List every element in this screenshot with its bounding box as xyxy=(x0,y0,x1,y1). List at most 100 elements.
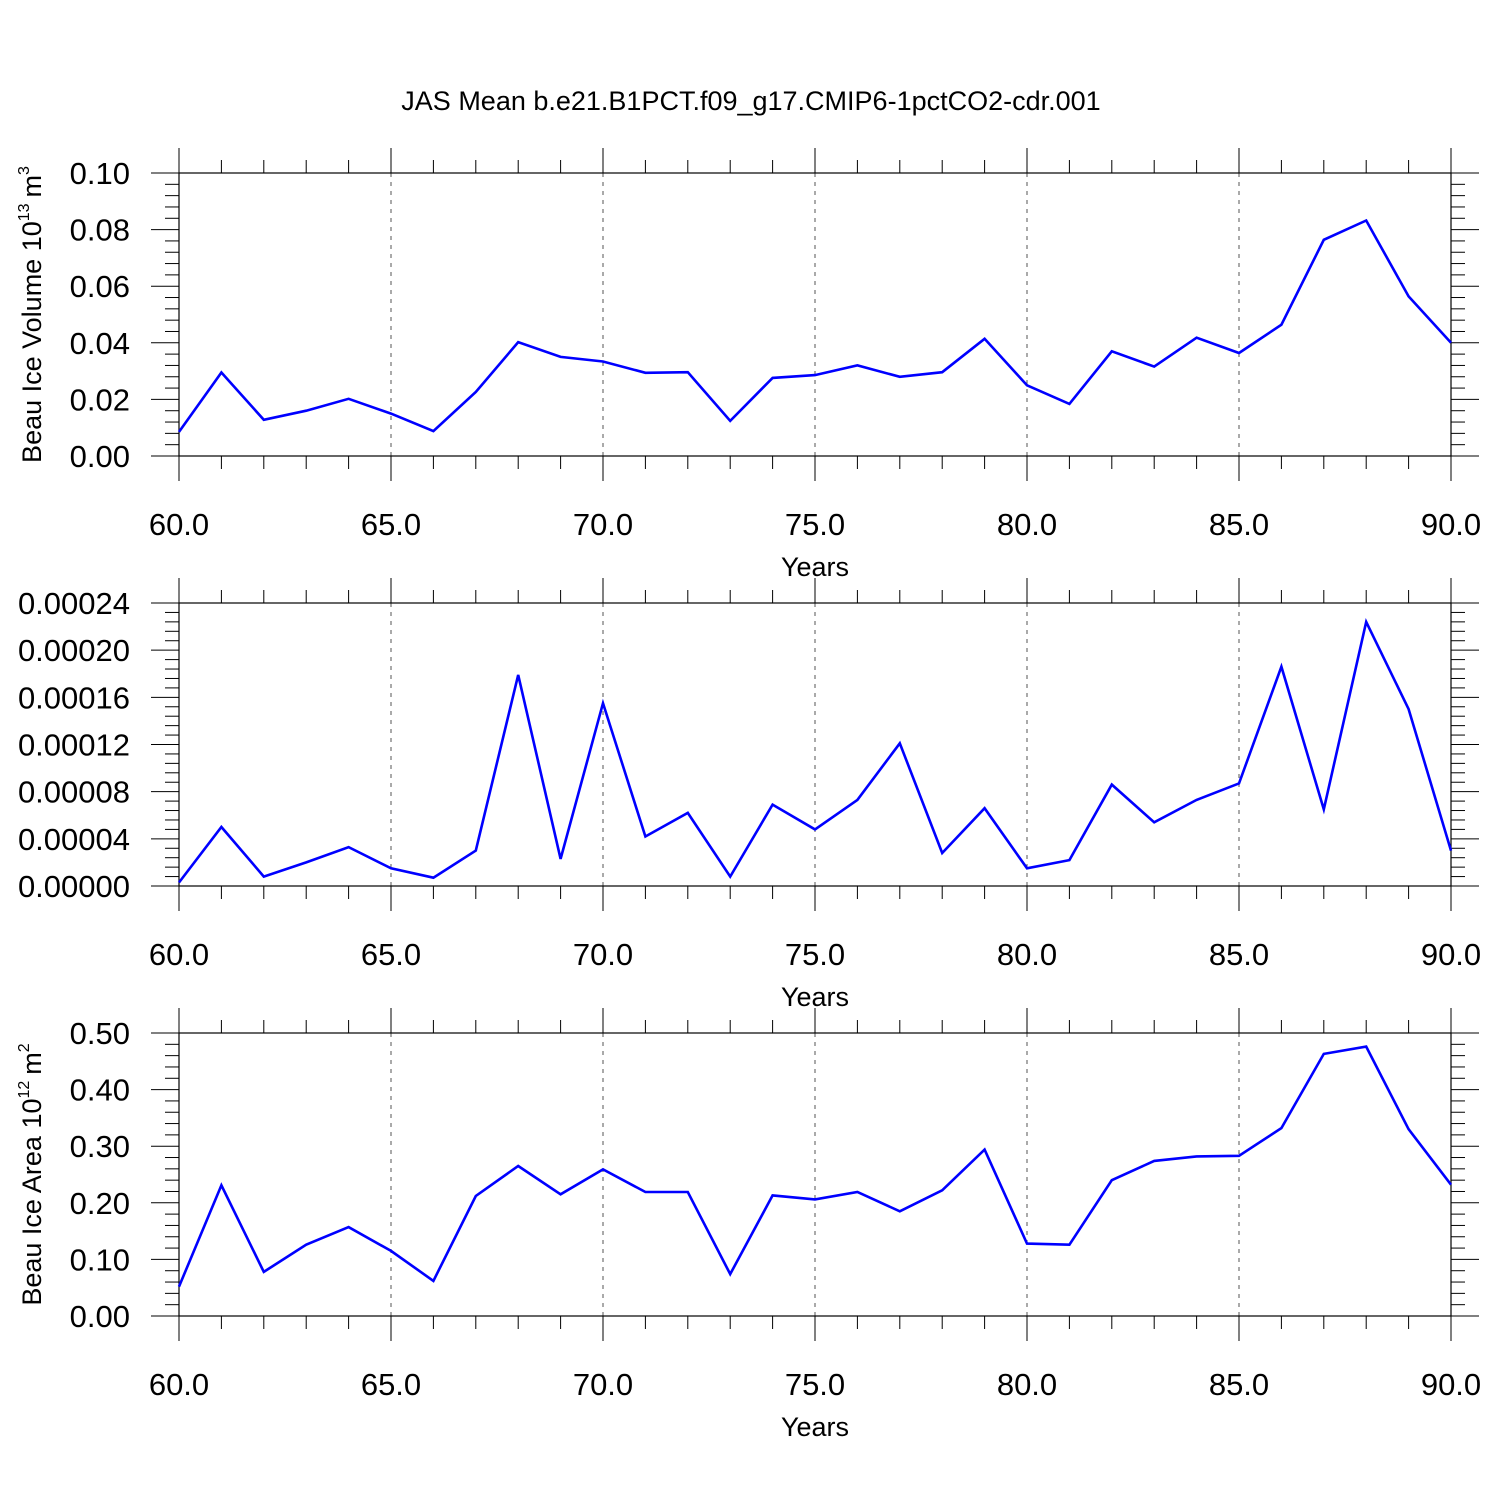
data-point xyxy=(1195,336,1199,340)
data-point xyxy=(898,1209,902,1213)
data-point xyxy=(1364,620,1368,624)
y-tick-label: 0.00016 xyxy=(18,680,130,715)
data-point xyxy=(983,337,987,341)
data-point xyxy=(1322,1052,1326,1056)
x-tick-label: 60.0 xyxy=(149,507,209,542)
y-tick-label: 0.04 xyxy=(70,326,130,361)
data-point xyxy=(771,376,775,380)
y-axis-title-unit: m xyxy=(17,1052,47,1075)
data-point xyxy=(1322,807,1326,811)
y-tick-label: 0.00020 xyxy=(18,633,130,668)
data-point xyxy=(728,1272,732,1276)
data-point xyxy=(1407,294,1411,298)
data-point xyxy=(1237,781,1241,785)
data-point xyxy=(177,430,181,434)
data-point xyxy=(474,849,478,853)
data-point xyxy=(1067,858,1071,862)
x-axis-title: Years xyxy=(781,1412,849,1442)
data-point xyxy=(686,370,690,374)
x-tick-label: 65.0 xyxy=(361,1367,421,1402)
data-point xyxy=(389,866,393,870)
chart-panel-1: 60.0 65.0 70.0 75.0 80.0 85.0 90.0 0.00 0.02 0.04… xyxy=(16,148,1481,582)
data-point xyxy=(1279,665,1283,669)
data-point xyxy=(771,1193,775,1197)
data-point xyxy=(1195,798,1199,802)
y-axis-title-exponent: 12 xyxy=(16,1081,33,1099)
data-point xyxy=(304,860,308,864)
x-tick-label: 75.0 xyxy=(785,937,845,972)
data-point xyxy=(813,827,817,831)
data-point xyxy=(1067,402,1071,406)
x-tick-label: 90.0 xyxy=(1421,507,1481,542)
x-tick-label: 90.0 xyxy=(1421,937,1481,972)
data-point xyxy=(601,359,605,363)
data-point xyxy=(983,1148,987,1152)
data-point xyxy=(1322,238,1326,242)
data-point xyxy=(898,375,902,379)
data-point xyxy=(1237,1154,1241,1158)
data-point xyxy=(1110,1178,1114,1182)
data-point xyxy=(516,1164,520,1168)
data-point xyxy=(1195,1154,1199,1158)
y-tick-label: 0.40 xyxy=(70,1073,130,1108)
data-point xyxy=(516,673,520,677)
data-point xyxy=(855,1190,859,1194)
data-point xyxy=(1279,1126,1283,1130)
x-tick-label: 85.0 xyxy=(1209,937,1269,972)
x-tick-label: 80.0 xyxy=(997,937,1057,972)
y-tick-label: 0.00008 xyxy=(18,775,130,810)
data-point xyxy=(1025,866,1029,870)
data-point xyxy=(474,1194,478,1198)
data-point xyxy=(1364,219,1368,223)
data-point xyxy=(643,834,647,838)
data-point xyxy=(1025,383,1029,387)
x-tick-label: 80.0 xyxy=(997,1367,1057,1402)
y-tick-label: 0.08 xyxy=(70,213,130,248)
series-line xyxy=(177,218,1452,433)
y-axis-title-unit-exponent: 3 xyxy=(16,166,33,175)
y-axis-title-text: Beau Ice Volume 10 xyxy=(17,221,47,463)
series-line xyxy=(177,617,1453,884)
y-axis-title: Beau Ice Area 1012 m2 xyxy=(16,1043,47,1305)
plot-frame xyxy=(178,172,1452,457)
data-point xyxy=(1152,365,1156,369)
y-tick-label: 0.00000 xyxy=(18,869,130,904)
y-tick-label: 0.50 xyxy=(70,1016,130,1051)
data-point xyxy=(262,1270,266,1274)
data-point xyxy=(1449,849,1453,853)
data-point xyxy=(1407,707,1411,711)
data-point xyxy=(262,418,266,422)
x-axis-title: Years xyxy=(781,552,849,582)
data-point xyxy=(431,1279,435,1283)
data-point xyxy=(813,373,817,377)
data-point xyxy=(1407,1127,1411,1131)
y-tick-label: 0.00024 xyxy=(18,586,130,621)
plot-frame xyxy=(178,1032,1452,1317)
y-tick-label: 0.20 xyxy=(70,1186,130,1221)
data-point xyxy=(304,409,308,413)
chart-panel-2: 60.0 65.0 70.0 75.0 80.0 85.0 90.0 0.00000 0.000… xyxy=(18,578,1481,1012)
x-tick-label: 90.0 xyxy=(1421,1367,1481,1402)
data-point xyxy=(601,1167,605,1171)
data-point xyxy=(1449,341,1453,345)
x-axis-title: Years xyxy=(781,982,849,1012)
data-point xyxy=(940,851,944,855)
data-point xyxy=(1237,351,1241,355)
data-point xyxy=(219,1183,223,1187)
data-point xyxy=(686,1190,690,1194)
y-tick-label: 0.06 xyxy=(70,269,130,304)
data-point xyxy=(431,429,435,433)
data-point xyxy=(177,880,181,884)
data-point xyxy=(389,412,393,416)
data-point xyxy=(940,1188,944,1192)
x-tick-label: 85.0 xyxy=(1209,1367,1269,1402)
y-tick-label: 0.10 xyxy=(70,156,130,191)
data-point xyxy=(1279,323,1283,327)
y-tick-label: 0.00 xyxy=(70,439,130,474)
figure-title: JAS Mean b.e21.B1PCT.f09_g17.CMIP6-1pctC… xyxy=(401,86,1100,116)
y-axis-title-unit-exponent: 2 xyxy=(16,1043,33,1052)
data-point xyxy=(983,806,987,810)
data-point xyxy=(1364,1045,1368,1049)
data-point xyxy=(1152,820,1156,824)
y-tick-label: 0.30 xyxy=(70,1129,130,1164)
